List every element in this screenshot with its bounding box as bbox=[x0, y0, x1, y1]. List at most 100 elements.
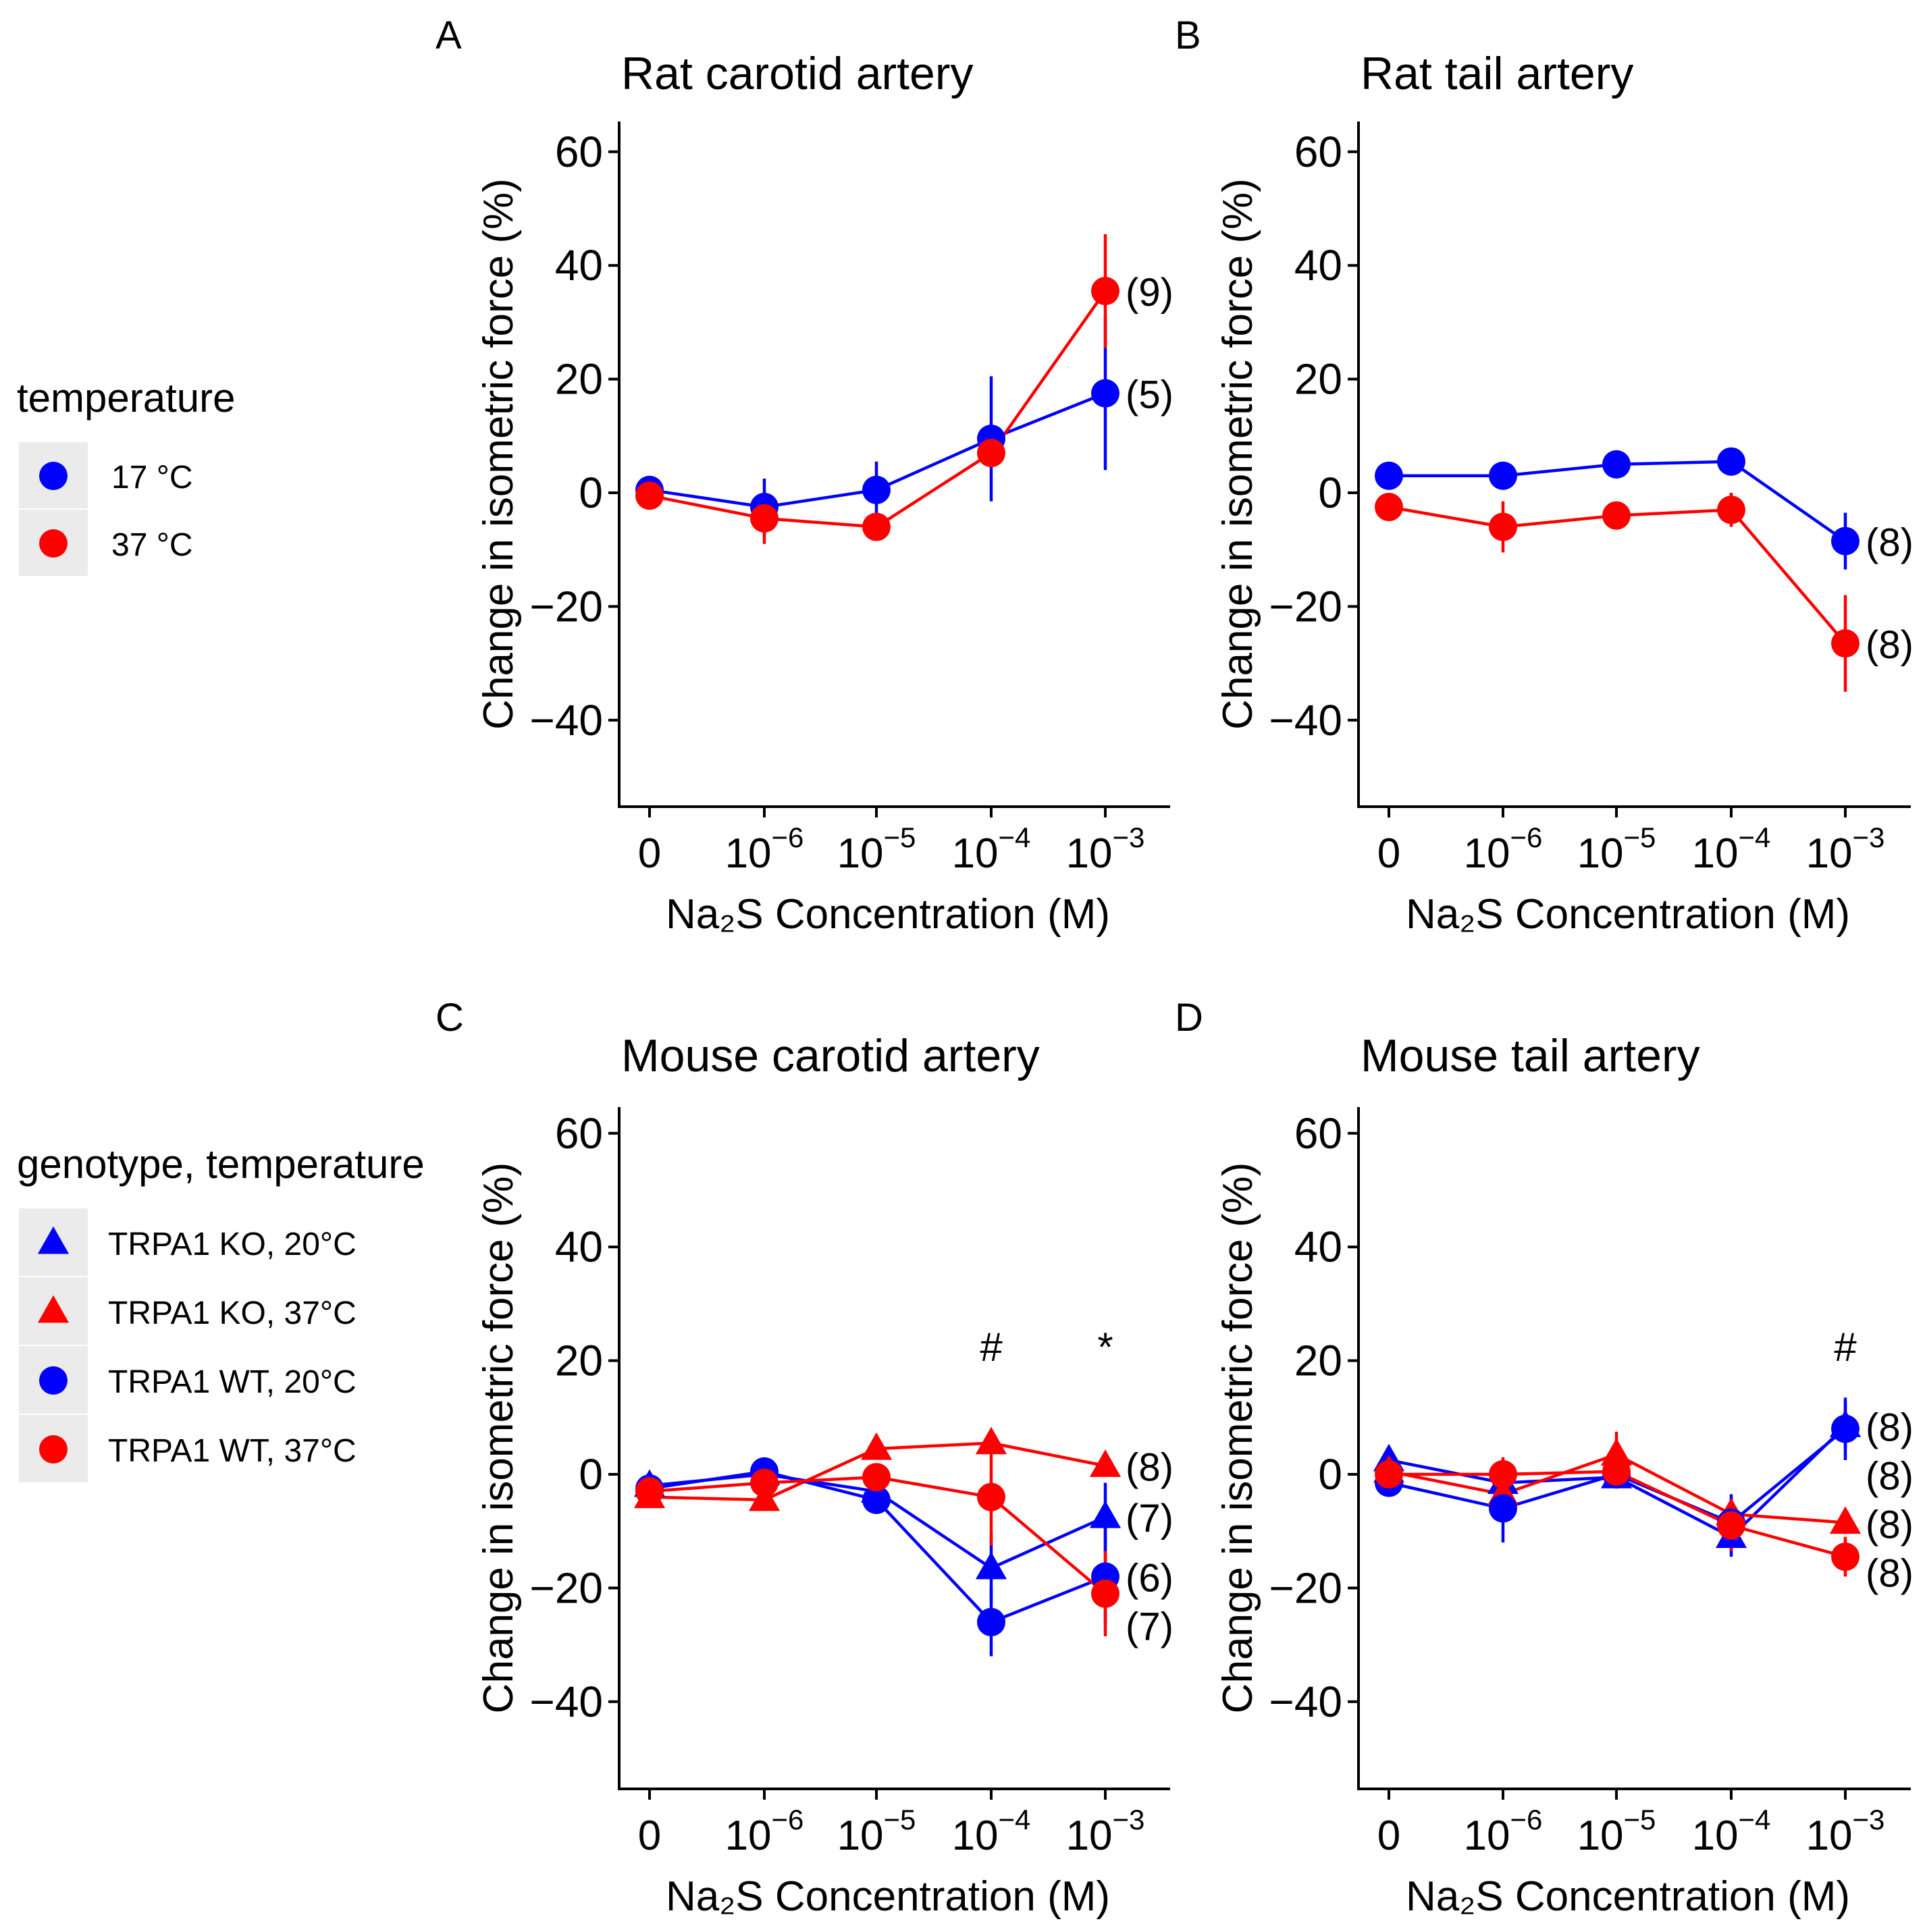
x-tick-label: 10−6 bbox=[1464, 822, 1543, 877]
data-point bbox=[1489, 1494, 1517, 1523]
n-label: (8) bbox=[1866, 623, 1914, 667]
x-tick-exponent: −4 bbox=[999, 822, 1031, 853]
x-tick-label: 10−6 bbox=[725, 1804, 804, 1859]
data-point bbox=[1091, 1579, 1119, 1608]
n-label: (7) bbox=[1126, 1605, 1174, 1649]
x-tick-label: 10−4 bbox=[1692, 1804, 1771, 1859]
x-axis-title: Na₂S Concentration (M) bbox=[666, 891, 1110, 938]
x-tick-base: 10 bbox=[1692, 1813, 1739, 1859]
x-tick-exponent: −4 bbox=[1739, 822, 1771, 853]
data-point bbox=[862, 1485, 891, 1514]
x-tick-base: 0 bbox=[638, 1813, 661, 1859]
x-tick-base: 10 bbox=[1577, 1813, 1624, 1859]
data-point bbox=[1489, 512, 1517, 541]
legend-item-label: 17 °C bbox=[111, 460, 193, 495]
x-tick-base: 10 bbox=[837, 830, 884, 877]
data-point bbox=[1831, 1414, 1860, 1443]
y-axis-title: Change in isometric force (%) bbox=[1215, 178, 1261, 730]
legend-title: genotype, temperature bbox=[17, 1142, 425, 1187]
y-tick-label: −20 bbox=[1269, 582, 1342, 630]
n-label: (8) bbox=[1866, 1405, 1914, 1449]
x-tick-exponent: −4 bbox=[1739, 1804, 1771, 1835]
data-point bbox=[750, 504, 779, 533]
panel-title: Mouse tail artery bbox=[1361, 1030, 1700, 1081]
x-tick-label: 10−3 bbox=[1806, 822, 1885, 877]
y-tick-label: 0 bbox=[579, 1450, 603, 1499]
y-tick-label: 20 bbox=[1294, 1337, 1342, 1385]
significance-mark: # bbox=[1834, 1324, 1857, 1370]
panel-title: Mouse carotid artery bbox=[621, 1030, 1040, 1081]
legend-genotype-temperature: genotype, temperature TRPA1 KO, 20°C TRPA1… bbox=[17, 1142, 425, 1482]
data-point bbox=[1375, 493, 1403, 522]
x-tick-base: 0 bbox=[638, 830, 661, 877]
n-label: (5) bbox=[1126, 373, 1174, 417]
data-point bbox=[977, 1607, 1005, 1636]
x-tick-base: 10 bbox=[725, 1813, 772, 1859]
data-point bbox=[860, 1432, 893, 1460]
legend-circle-marker bbox=[39, 1366, 68, 1395]
data-point bbox=[1600, 1438, 1633, 1466]
n-label: (9) bbox=[1126, 271, 1174, 315]
x-tick-label: 10−5 bbox=[1577, 822, 1656, 877]
x-axis-title: Na₂S Concentration (M) bbox=[666, 1873, 1110, 1920]
x-tick-label: 0 bbox=[1377, 830, 1400, 877]
data-point bbox=[1602, 1457, 1631, 1486]
significance-mark: * bbox=[1097, 1324, 1113, 1370]
x-tick-label: 10−4 bbox=[952, 1804, 1031, 1859]
data-point bbox=[862, 512, 891, 541]
data-point bbox=[1602, 450, 1631, 479]
y-tick-label: 20 bbox=[555, 1337, 603, 1385]
x-tick-exponent: −6 bbox=[772, 1804, 804, 1835]
y-tick-label: 40 bbox=[555, 241, 603, 290]
legend-item-label: TRPA1 WT, 20°C bbox=[108, 1364, 357, 1400]
x-tick-label: 10−4 bbox=[1692, 822, 1771, 877]
x-tick-exponent: −3 bbox=[1113, 1804, 1145, 1835]
data-point bbox=[1717, 1511, 1745, 1540]
x-tick-base: 0 bbox=[1377, 830, 1400, 877]
x-tick-label: 10−5 bbox=[837, 822, 916, 877]
n-label: (8) bbox=[1126, 1445, 1174, 1489]
x-tick-base: 10 bbox=[725, 830, 772, 877]
x-tick-label: 0 bbox=[1377, 1813, 1400, 1859]
legend-triangle-marker bbox=[37, 1295, 70, 1323]
y-axis-title: Change in isometric force (%) bbox=[1215, 1162, 1261, 1714]
y-tick-label: 60 bbox=[555, 128, 603, 176]
x-tick-label: 0 bbox=[638, 1813, 661, 1859]
x-tick-base: 10 bbox=[1464, 1813, 1510, 1859]
data-point bbox=[1375, 461, 1403, 490]
x-tick-exponent: −3 bbox=[1853, 822, 1885, 853]
x-tick-exponent: −5 bbox=[1624, 822, 1656, 853]
x-tick-label: 10−3 bbox=[1806, 1804, 1885, 1859]
y-tick-label: 0 bbox=[579, 468, 603, 517]
x-tick-base: 10 bbox=[952, 830, 999, 877]
x-tick-exponent: −4 bbox=[999, 1804, 1031, 1835]
x-tick-label: 10−4 bbox=[952, 822, 1031, 877]
x-tick-exponent: −6 bbox=[772, 822, 804, 853]
n-label: (8) bbox=[1866, 1503, 1914, 1547]
data-point bbox=[1489, 1460, 1517, 1488]
data-point bbox=[1091, 379, 1119, 408]
legend-item-label: TRPA1 KO, 20°C bbox=[108, 1227, 357, 1262]
n-label: (7) bbox=[1126, 1497, 1174, 1540]
y-tick-label: −20 bbox=[529, 1563, 603, 1612]
x-tick-base: 10 bbox=[1066, 830, 1113, 877]
data-point bbox=[1831, 629, 1860, 658]
data-point bbox=[975, 1551, 1007, 1580]
y-axis-title: Change in isometric force (%) bbox=[475, 1162, 522, 1714]
n-label: (8) bbox=[1866, 1551, 1914, 1595]
x-tick-exponent: −6 bbox=[1510, 822, 1543, 853]
x-tick-base: 10 bbox=[952, 1813, 999, 1859]
x-tick-label: 10−5 bbox=[837, 1804, 916, 1859]
y-tick-label: −40 bbox=[529, 1678, 603, 1726]
data-point bbox=[975, 1426, 1007, 1455]
y-tick-label: 60 bbox=[555, 1109, 603, 1158]
data-point bbox=[635, 481, 664, 510]
legend-triangle-marker bbox=[37, 1226, 70, 1254]
data-point bbox=[635, 1477, 664, 1506]
n-label: (6) bbox=[1126, 1557, 1174, 1601]
x-tick-base: 10 bbox=[1577, 830, 1624, 877]
legend-circle-marker bbox=[39, 529, 68, 558]
x-tick-base: 0 bbox=[1377, 1813, 1400, 1859]
